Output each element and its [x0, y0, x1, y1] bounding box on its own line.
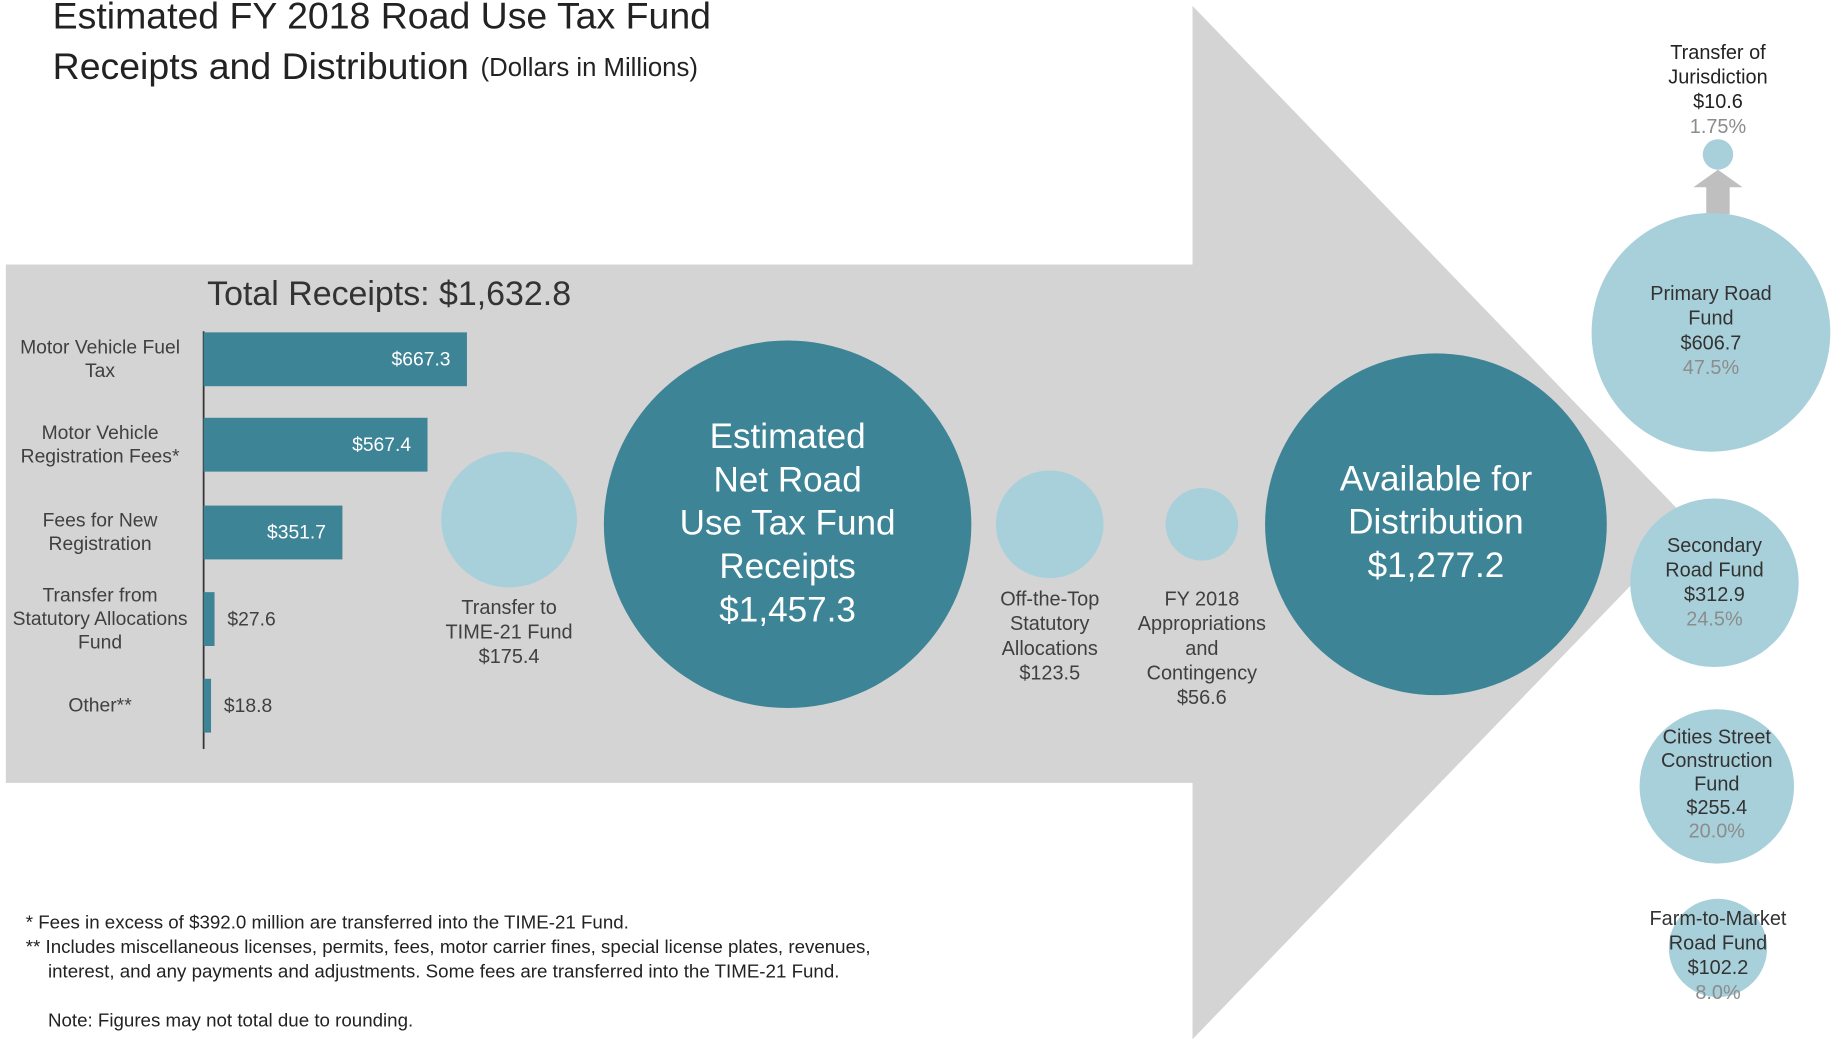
- node-label: Fund: [1688, 308, 1733, 330]
- title-text: Receipts and Distribution: [53, 45, 469, 87]
- category-label: Other**: [68, 695, 132, 717]
- bar-value-label: $667.3: [392, 350, 451, 371]
- node-amount: $123.5: [1019, 662, 1080, 684]
- node-label: Transfer to: [461, 597, 556, 619]
- node-label: Construction: [1661, 750, 1773, 772]
- bar: [203, 592, 215, 646]
- node-share: 20.0%: [1689, 820, 1745, 842]
- node-label: Receipts: [719, 547, 856, 586]
- node-share: 47.5%: [1683, 357, 1739, 379]
- fund-circle: [441, 451, 577, 588]
- node-label: Net Road: [713, 460, 861, 499]
- node-label: and: [1185, 638, 1218, 660]
- node-label: TIME-21 Fund: [446, 621, 573, 643]
- node-share: 24.5%: [1686, 608, 1742, 630]
- node-label: Road Fund: [1665, 559, 1763, 581]
- node-amount: $102.2: [1688, 957, 1749, 979]
- node-label: Available for: [1340, 459, 1533, 498]
- node-label: Allocations: [1002, 638, 1098, 660]
- fund-circle: [1639, 709, 1795, 864]
- bar-chart-title: Total Receipts: $1,632.8: [207, 275, 571, 313]
- node-amount: $56.6: [1177, 687, 1227, 709]
- node-label: Contingency: [1147, 662, 1258, 684]
- node-label: Primary Road: [1650, 283, 1772, 305]
- node-label: Appropriations: [1138, 613, 1266, 635]
- category-label: Fees for New Registration: [42, 510, 158, 555]
- footnote: * Fees in excess of $392.0 million are t…: [26, 911, 629, 932]
- footnote: interest, and any payments and adjustmen…: [48, 960, 839, 981]
- node-label: FY 2018: [1164, 589, 1239, 611]
- node-share: 1.75%: [1690, 116, 1746, 138]
- footnote: ** Includes miscellaneous licenses, perm…: [26, 936, 871, 957]
- fund-circle: [1165, 488, 1239, 561]
- fund-circle: [995, 470, 1104, 579]
- footnote: Note: Figures may not total due to round…: [48, 1010, 413, 1031]
- bar: [203, 505, 343, 560]
- bar-value-label: $567.4: [352, 435, 411, 456]
- bar: [203, 678, 212, 733]
- node-amount: $10.6: [1693, 91, 1743, 113]
- node-label: Road Fund: [1669, 933, 1767, 955]
- category-label: Motor Vehicle Fuel Tax: [20, 337, 181, 382]
- node-label: Jurisdiction: [1668, 67, 1767, 89]
- bar-value-label: $18.8: [224, 696, 272, 717]
- node-label: Fund: [1694, 774, 1739, 796]
- node-label: Farm-to-Market: [1650, 908, 1787, 930]
- node-label: Cities Street: [1663, 727, 1772, 749]
- bar-value-label: $27.6: [227, 609, 275, 630]
- node-amount: $1,277.2: [1368, 546, 1505, 585]
- fund-circle: [603, 340, 972, 709]
- fund-circle: [1591, 212, 1831, 452]
- fund-circle: [1265, 353, 1607, 696]
- node-label: Secondary: [1667, 535, 1762, 557]
- up-arrow: [1693, 169, 1743, 215]
- subtitle: (Dollars in Millions): [481, 54, 698, 82]
- fund-circle: [1630, 498, 1799, 668]
- node-share: 8.0%: [1695, 982, 1740, 1004]
- node-amount: $606.7: [1681, 332, 1742, 354]
- node-label: Use Tax Fund: [680, 504, 896, 543]
- node-amount: $255.4: [1686, 797, 1747, 819]
- node-amount: $312.9: [1684, 584, 1745, 606]
- node-label: Statutory: [1010, 613, 1090, 635]
- category-label: Transfer from Statutory Allocations Fund: [12, 585, 188, 654]
- bar-value-label: $351.7: [267, 523, 326, 544]
- bar: [203, 332, 467, 387]
- fund-circle: [1702, 139, 1734, 170]
- node-label: Estimated: [710, 417, 866, 456]
- category-label: Motor Vehicle Registration Fees*: [20, 422, 180, 467]
- node-label: Transfer of: [1670, 42, 1766, 64]
- node-amount: $175.4: [479, 646, 540, 668]
- bar: [203, 417, 428, 472]
- node-amount: $1,457.3: [719, 590, 856, 629]
- fund-circle: [1668, 898, 1768, 998]
- node-label: Off-the-Top: [1000, 589, 1099, 611]
- title-line: Receipts and Distribution (Dollars in Mil…: [53, 45, 698, 87]
- node-label: Distribution: [1348, 503, 1524, 542]
- title-line: Estimated FY 2018 Road Use Tax Fund: [53, 0, 711, 37]
